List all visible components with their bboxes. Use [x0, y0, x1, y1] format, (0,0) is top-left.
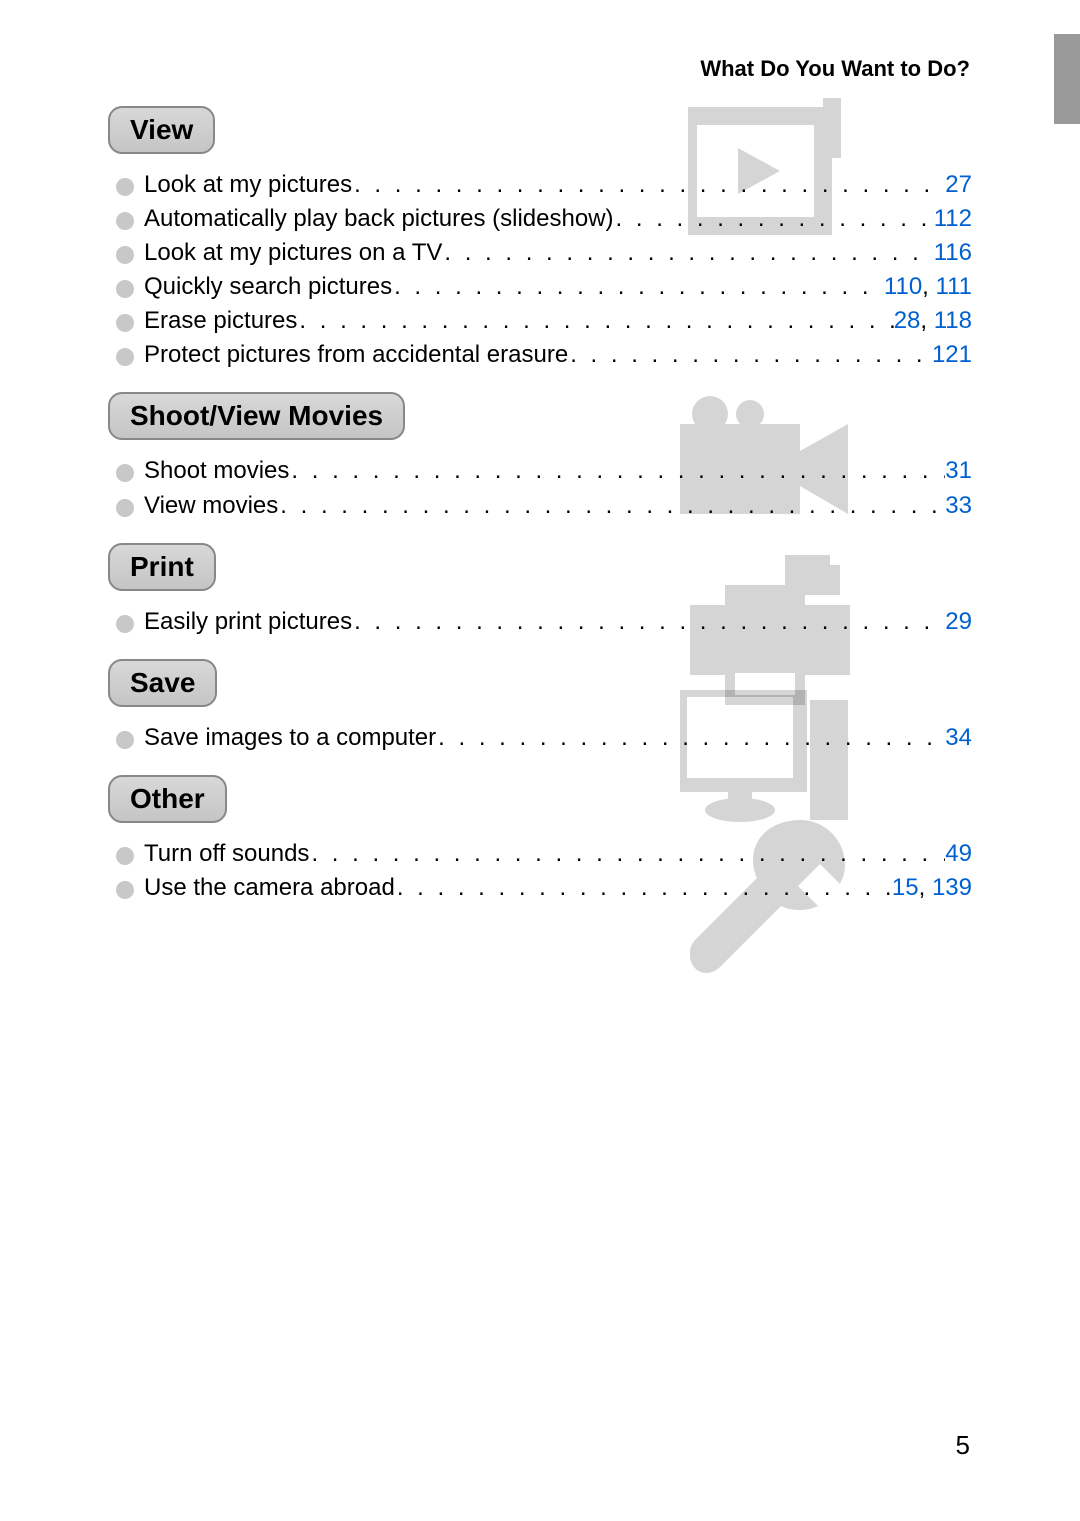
entry-pages: 27 — [945, 168, 972, 202]
page-separator: , — [920, 307, 933, 334]
page-link[interactable]: 29 — [945, 608, 972, 635]
page-link[interactable]: 49 — [945, 840, 972, 867]
entries-other: Turn off sounds. . . . . . . . . . . . .… — [116, 837, 972, 905]
entry-pages: 110, 111 — [884, 270, 972, 304]
entry-label: Automatically play back pictures (slides… — [144, 202, 614, 236]
toc-entry: Shoot movies. . . . . . . . . . . . . . … — [116, 454, 972, 488]
toc-entry: Automatically play back pictures (slides… — [116, 202, 972, 236]
page-link[interactable]: 139 — [932, 874, 972, 901]
toc-entry: Easily print pictures. . . . . . . . . .… — [116, 605, 972, 639]
entry-pages: 33 — [945, 489, 972, 523]
toc-entry: View movies. . . . . . . . . . . . . . .… — [116, 489, 972, 523]
leader-dots: . . . . . . . . . . . . . . . . . . . . … — [289, 454, 945, 488]
leader-dots: . . . . . . . . . . . . . . . . . . . . … — [278, 489, 945, 523]
leader-dots: . . . . . . . . . . . . . . . . . . . . … — [568, 338, 932, 372]
entries-view: Look at my pictures. . . . . . . . . . .… — [116, 168, 972, 372]
toc-entry: Use the camera abroad. . . . . . . . . .… — [116, 871, 972, 905]
entry-pages: 34 — [945, 721, 972, 755]
toc-entry: Quickly search pictures. . . . . . . . .… — [116, 270, 972, 304]
entry-label: Use the camera abroad — [144, 871, 395, 905]
toc-entry: Look at my pictures on a TV. . . . . . .… — [116, 236, 972, 270]
toc-entry: Erase pictures. . . . . . . . . . . . . … — [116, 304, 972, 338]
entry-label: Erase pictures — [144, 304, 297, 338]
entry-pages: 29 — [945, 605, 972, 639]
entries-save: Save images to a computer. . . . . . . .… — [116, 721, 972, 755]
section-heading-other: Other — [108, 775, 227, 823]
page-separator: , — [922, 273, 935, 300]
page-link[interactable]: 31 — [945, 457, 972, 484]
toc-entry: Turn off sounds. . . . . . . . . . . . .… — [116, 837, 972, 871]
entry-label: Look at my pictures — [144, 168, 352, 202]
bullet-icon — [116, 280, 134, 298]
bullet-icon — [116, 246, 134, 264]
bullet-icon — [116, 464, 134, 482]
entry-pages: 31 — [945, 454, 972, 488]
entry-pages: 15, 139 — [892, 871, 972, 905]
entry-pages: 112 — [934, 202, 972, 236]
section-save: Save Save images to a computer. . . . . .… — [108, 659, 972, 755]
entry-pages: 49 — [945, 837, 972, 871]
entry-label: Look at my pictures on a TV — [144, 236, 442, 270]
leader-dots: . . . . . . . . . . . . . . . . . . . . … — [392, 270, 884, 304]
leader-dots: . . . . . . . . . . . . . . . . . . . . … — [309, 837, 945, 871]
entry-label: View movies — [144, 489, 278, 523]
bullet-icon — [116, 212, 134, 230]
section-heading-save: Save — [108, 659, 217, 707]
leader-dots: . . . . . . . . . . . . . . . . . . . . … — [352, 168, 945, 202]
page-edge-tab — [1054, 34, 1080, 124]
leader-dots: . . . . . . . . . . . . . . . . . . . . … — [436, 721, 945, 755]
bullet-icon — [116, 499, 134, 517]
section-heading-movies: Shoot/View Movies — [108, 392, 405, 440]
section-movies: Shoot/View Movies Shoot movies. . . . . .… — [108, 392, 972, 522]
page-number: 5 — [956, 1430, 970, 1461]
entry-label: Turn off sounds — [144, 837, 309, 871]
page-link[interactable]: 27 — [945, 171, 972, 198]
page-link[interactable]: 110 — [884, 273, 922, 300]
page-header-title: What Do You Want to Do? — [700, 56, 970, 82]
page-link[interactable]: 118 — [934, 307, 972, 334]
entry-label: Quickly search pictures — [144, 270, 392, 304]
bullet-icon — [116, 615, 134, 633]
page-separator: , — [919, 874, 932, 901]
entry-pages: 121 — [932, 338, 972, 372]
entries-print: Easily print pictures. . . . . . . . . .… — [116, 605, 972, 639]
entry-label: Protect pictures from accidental erasure — [144, 338, 568, 372]
section-print: Print Easily print pictures. . . . . . . … — [108, 543, 972, 639]
leader-dots: . . . . . . . . . . . . . . . . . . . . … — [395, 871, 892, 905]
section-view: ViewLook at my pictures. . . . . . . . .… — [108, 106, 972, 372]
entry-label: Save images to a computer — [144, 721, 436, 755]
leader-dots: . . . . . . . . . . . . . . . . . . . . … — [442, 236, 933, 270]
bullet-icon — [116, 348, 134, 366]
bullet-icon — [116, 178, 134, 196]
page-link[interactable]: 112 — [934, 205, 972, 232]
entry-pages: 116 — [934, 236, 972, 270]
section-other: OtherTurn off sounds. . . . . . . . . . … — [108, 775, 972, 905]
page-link[interactable]: 33 — [945, 492, 972, 519]
section-heading-print: Print — [108, 543, 216, 591]
toc-entry: Protect pictures from accidental erasure… — [116, 338, 972, 372]
page-link[interactable]: 15 — [892, 874, 919, 901]
entries-movies: Shoot movies. . . . . . . . . . . . . . … — [116, 454, 972, 522]
section-heading-view: View — [108, 106, 215, 154]
bullet-icon — [116, 881, 134, 899]
page-link[interactable]: 34 — [945, 724, 972, 751]
toc-entry: Look at my pictures. . . . . . . . . . .… — [116, 168, 972, 202]
entry-label: Easily print pictures — [144, 605, 352, 639]
bullet-icon — [116, 731, 134, 749]
page-link[interactable]: 111 — [936, 273, 972, 300]
leader-dots: . . . . . . . . . . . . . . . . . . . . … — [297, 304, 893, 338]
page-link[interactable]: 121 — [932, 341, 972, 368]
bullet-icon — [116, 847, 134, 865]
bullet-icon — [116, 314, 134, 332]
entry-label: Shoot movies — [144, 454, 289, 488]
leader-dots: . . . . . . . . . . . . . . . . . . . . … — [352, 605, 945, 639]
entry-pages: 28, 118 — [894, 304, 972, 338]
leader-dots: . . . . . . . . . . . . . . . . . . . . … — [614, 202, 934, 236]
toc-content: ViewLook at my pictures. . . . . . . . .… — [108, 106, 972, 925]
page-link[interactable]: 116 — [934, 239, 972, 266]
page-link[interactable]: 28 — [894, 307, 921, 334]
toc-entry: Save images to a computer. . . . . . . .… — [116, 721, 972, 755]
